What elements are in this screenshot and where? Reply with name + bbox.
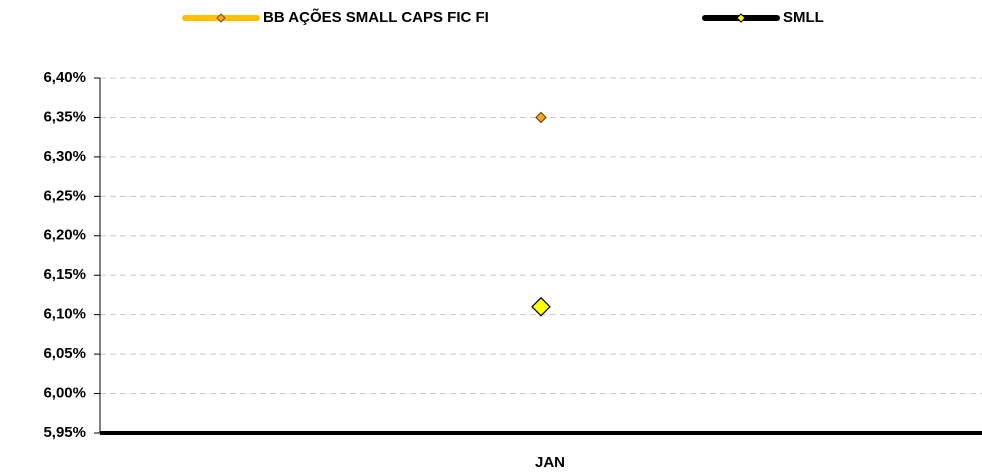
legend-label: BB AÇÕES SMALL CAPS FIC FI <box>263 8 489 26</box>
y-tick-label: 6,25% <box>43 187 86 204</box>
y-tick-label: 6,00% <box>43 385 86 402</box>
data-point <box>531 296 551 317</box>
y-tick-label: 6,35% <box>43 108 86 125</box>
y-tick-label: 6,05% <box>43 345 86 362</box>
legend-marker <box>736 13 746 23</box>
y-tick-label: 6,30% <box>43 148 86 165</box>
legend-marker <box>216 13 226 23</box>
y-tick-label: 6,10% <box>43 306 86 323</box>
y-tick-label: 6,40% <box>43 69 86 86</box>
y-tick-label: 6,20% <box>43 227 86 244</box>
legend-label: SMLL <box>783 9 824 26</box>
y-tick-label: 5,95% <box>43 424 86 441</box>
data-point <box>535 111 547 124</box>
y-tick-label: 6,15% <box>43 266 86 283</box>
x-tick-label: JAN <box>535 454 565 471</box>
